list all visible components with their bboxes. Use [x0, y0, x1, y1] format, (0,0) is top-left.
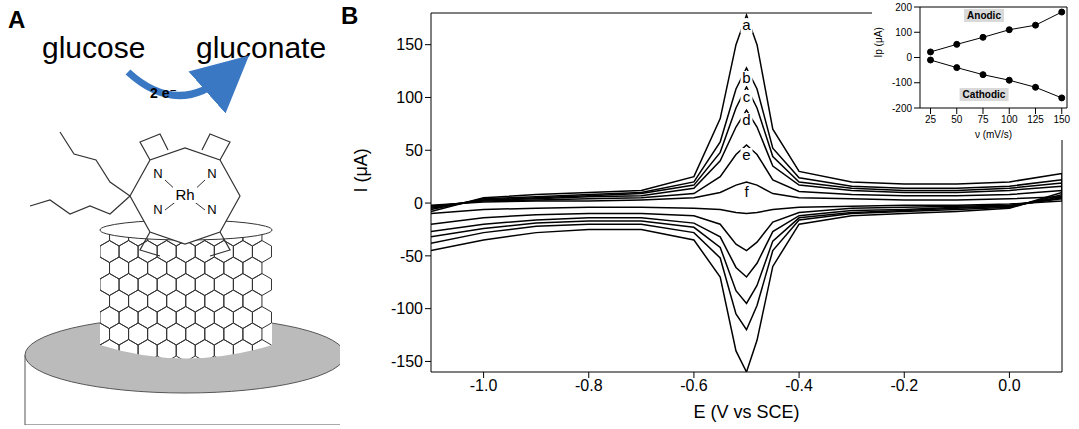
svg-text:100: 100 — [396, 89, 423, 106]
svg-text:glucose: glucose — [42, 31, 145, 64]
svg-text:-200: -200 — [892, 103, 912, 114]
svg-text:-100: -100 — [391, 300, 423, 317]
svg-text:125: 125 — [1027, 114, 1044, 125]
svg-text:0.0: 0.0 — [998, 377, 1020, 394]
svg-text:gluconate: gluconate — [196, 31, 326, 64]
svg-text:a: a — [742, 16, 751, 33]
svg-text:e: e — [742, 146, 750, 163]
svg-text:-150: -150 — [391, 353, 423, 370]
svg-text:200: 200 — [895, 2, 912, 13]
svg-text:Ip (μA): Ip (μA) — [873, 27, 884, 57]
svg-text:b: b — [742, 69, 750, 86]
svg-text:A: A — [8, 6, 25, 33]
svg-text:150: 150 — [396, 36, 423, 53]
html-text:Cathodic: Cathodic — [962, 89, 1006, 100]
svg-text:150: 150 — [1053, 114, 1070, 125]
svg-text:N: N — [207, 166, 216, 181]
svg-text:25: 25 — [925, 114, 937, 125]
svg-text:d: d — [742, 111, 750, 128]
svg-text:-0.6: -0.6 — [680, 377, 708, 394]
svg-text:-1.0: -1.0 — [470, 377, 498, 394]
svg-text:-0.8: -0.8 — [575, 377, 603, 394]
svg-text:2 e⁻: 2 e⁻ — [150, 85, 177, 101]
svg-text:-0.4: -0.4 — [785, 377, 813, 394]
svg-text:50: 50 — [405, 142, 423, 159]
svg-text:c: c — [743, 88, 751, 105]
svg-text:N: N — [153, 202, 162, 217]
svg-text:N: N — [207, 202, 216, 217]
html-text:Anodic: Anodic — [967, 10, 1001, 21]
svg-text:-100: -100 — [892, 77, 912, 88]
svg-text:50: 50 — [951, 114, 963, 125]
svg-text:E (V vs SCE): E (V vs SCE) — [693, 402, 799, 422]
svg-text:Rh: Rh — [175, 186, 194, 203]
svg-text:75: 75 — [977, 114, 989, 125]
svg-text:ν (mV/s): ν (mV/s) — [975, 129, 1012, 140]
svg-text:100: 100 — [895, 27, 912, 38]
html-text:B: B — [341, 2, 359, 29]
svg-text:0: 0 — [906, 52, 912, 63]
svg-text:N: N — [153, 166, 162, 181]
svg-text:-0.2: -0.2 — [890, 377, 918, 394]
svg-text:-50: -50 — [400, 248, 423, 265]
svg-text:100: 100 — [1001, 114, 1018, 125]
svg-text:0: 0 — [414, 195, 423, 212]
svg-text:I (μA): I (μA) — [351, 148, 371, 192]
svg-text:f: f — [744, 183, 749, 200]
